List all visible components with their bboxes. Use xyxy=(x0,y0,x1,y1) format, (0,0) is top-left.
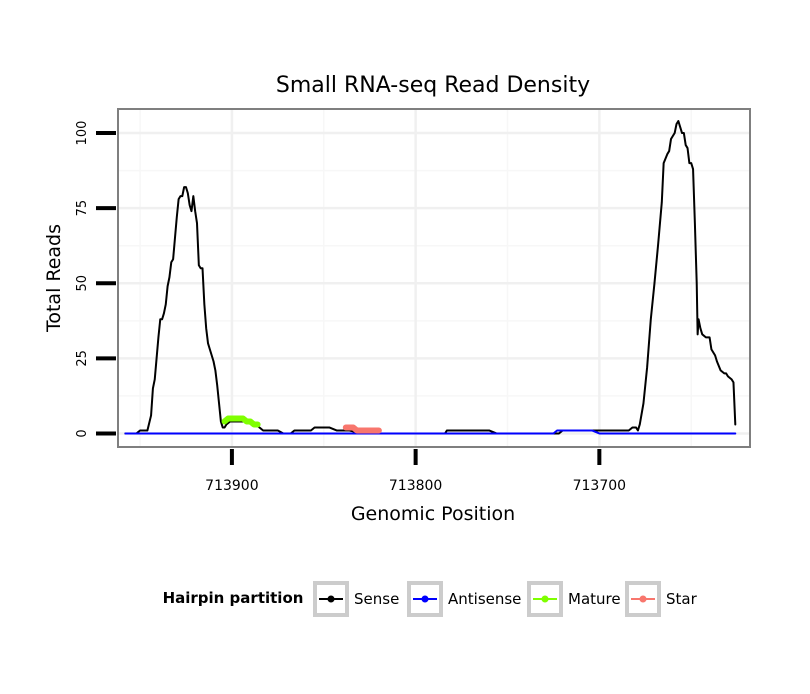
x-axis: 713900 713800 713700 xyxy=(205,449,626,494)
legend-label: Star xyxy=(666,590,698,608)
legend-item-antisense: Antisense xyxy=(407,581,521,617)
series-layer xyxy=(124,120,737,435)
legend-item-mature: Mature xyxy=(527,581,621,617)
series-line-star xyxy=(342,424,382,434)
legend: Hairpin partition Sense Antisense Mature St… xyxy=(163,581,698,617)
legend-label: Sense xyxy=(354,590,399,608)
plot-border xyxy=(117,108,751,448)
x-axis-label: Genomic Position xyxy=(351,503,515,525)
legend-key-dot xyxy=(541,595,549,603)
y-tick-label: 50 xyxy=(75,275,90,292)
legend-item-sense: Sense xyxy=(313,581,399,617)
legend-key-dot xyxy=(639,595,647,603)
series-line-antisense xyxy=(124,429,737,435)
series-line-mature xyxy=(221,415,261,428)
y-tick-label: 0 xyxy=(75,429,90,437)
legend-key-dot xyxy=(421,595,429,603)
y-tick-label: 100 xyxy=(75,121,90,146)
y-tick-label: 75 xyxy=(75,200,90,217)
legend-item-star: Star xyxy=(625,581,698,617)
legend-label: Mature xyxy=(568,590,621,608)
y-tick-label: 25 xyxy=(75,350,90,367)
x-tick-label: 713700 xyxy=(573,478,626,494)
legend-key-dot xyxy=(327,595,335,603)
legend-label: Antisense xyxy=(448,590,521,608)
series-line-sense xyxy=(124,120,737,435)
y-axis-label: Total Reads xyxy=(43,224,65,333)
x-tick-label: 713800 xyxy=(389,478,442,494)
y-axis: 0 25 50 75 100 xyxy=(75,121,116,438)
x-tick-label: 713900 xyxy=(205,478,258,494)
chart-title: Small RNA-seq Read Density xyxy=(276,73,590,98)
legend-title: Hairpin partition xyxy=(163,589,304,607)
